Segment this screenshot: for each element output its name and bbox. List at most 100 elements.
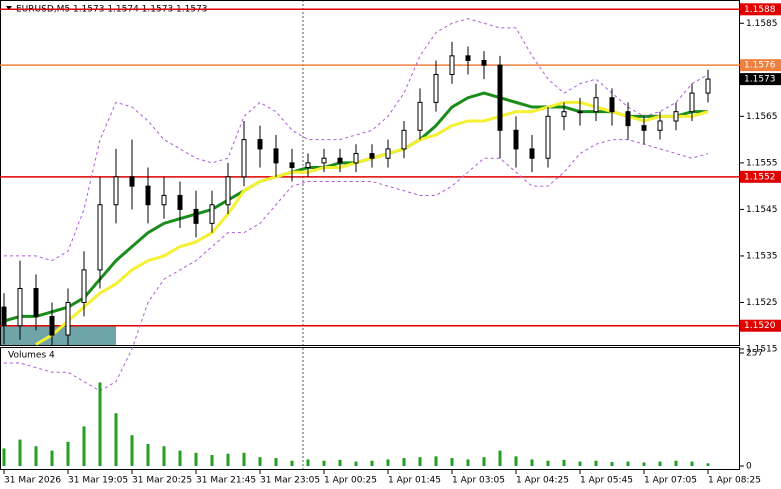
x-tick-label: 31 Mar 20:25 xyxy=(132,476,192,486)
volume-bar xyxy=(306,459,310,466)
y-tick-label: 1.1585 xyxy=(746,19,778,29)
y-tick-label: 1.1555 xyxy=(746,158,778,168)
candle-body xyxy=(17,288,23,327)
volume-bar xyxy=(354,461,358,466)
x-tick-label: 1 Apr 03:05 xyxy=(452,476,505,486)
volume-bar xyxy=(386,459,390,466)
level-label-box xyxy=(740,170,781,183)
volume-bar xyxy=(674,460,678,466)
volume-bar xyxy=(658,461,662,466)
x-tick-label: 1 Apr 07:05 xyxy=(644,476,697,486)
candle-body xyxy=(561,111,567,117)
volume-bar xyxy=(114,413,118,466)
x-tick-label: 1 Apr 05:45 xyxy=(580,476,633,486)
candle-body xyxy=(1,306,7,327)
volume-panel xyxy=(0,347,740,470)
level-label-box xyxy=(740,3,781,16)
candle-body xyxy=(529,148,535,159)
volume-bar xyxy=(162,446,166,466)
volume-bar xyxy=(274,458,278,466)
volume-bar xyxy=(2,448,6,466)
volume-bar xyxy=(546,460,550,466)
candle-body xyxy=(321,157,327,164)
volume-bar xyxy=(610,462,614,466)
volume-bar xyxy=(50,450,54,466)
y-tick-label: 1.1565 xyxy=(746,112,778,122)
volume-bar xyxy=(18,439,22,466)
volume-bar xyxy=(194,452,198,466)
volume-bar xyxy=(290,460,294,466)
price-panel xyxy=(0,0,740,346)
candle-body xyxy=(193,208,199,224)
volume-bar xyxy=(434,456,438,466)
volume-bar xyxy=(66,441,70,466)
y-tick-label: 1.1545 xyxy=(746,205,778,215)
candle-body xyxy=(305,162,311,169)
candle-body xyxy=(113,176,119,206)
volume-bar xyxy=(450,458,454,466)
candle-body xyxy=(257,139,263,150)
x-tick-label: 1 Apr 04:25 xyxy=(516,476,569,486)
x-tick-label: 1 Apr 08:25 xyxy=(708,476,761,486)
volume-title: Volumes 4 xyxy=(8,351,55,361)
candle-body xyxy=(401,129,407,150)
indicator-line xyxy=(4,18,709,262)
candle-body xyxy=(577,111,583,114)
volume-tick-label: 257 xyxy=(746,349,763,359)
candle-body xyxy=(417,101,423,131)
volume-bar xyxy=(642,462,646,466)
y-tick-label: 1.1535 xyxy=(746,251,778,261)
candle-body xyxy=(225,176,231,206)
volume-bar xyxy=(402,458,406,466)
candle-body xyxy=(33,288,39,317)
volume-bar xyxy=(322,460,326,466)
zone xyxy=(1,325,116,345)
x-tick-label: 31 Mar 19:05 xyxy=(68,476,128,486)
volume-bar xyxy=(370,460,374,466)
volume-bar xyxy=(82,426,86,466)
x-tick-label: 31 Mar 21:45 xyxy=(196,476,256,486)
volume-bar xyxy=(514,456,518,466)
x-tick-label: 31 Mar 2026 xyxy=(4,476,61,486)
candle-body xyxy=(353,153,359,164)
candle-body xyxy=(609,97,615,113)
volume-bar xyxy=(482,457,486,466)
candle-body xyxy=(337,157,343,164)
y-tick-label: 1.1525 xyxy=(746,298,778,308)
candle-body xyxy=(289,162,295,169)
volume-bar xyxy=(242,452,246,466)
x-tick-label: 1 Apr 00:25 xyxy=(324,476,377,486)
candle-body xyxy=(209,204,215,224)
candle-body xyxy=(145,185,151,206)
volume-bar xyxy=(34,446,38,466)
candle-body xyxy=(545,115,551,159)
volume-bar xyxy=(594,460,598,466)
volume-bar xyxy=(466,459,470,466)
level-label: 1.1552 xyxy=(744,172,776,182)
volume-tick-label: 0 xyxy=(746,462,752,472)
candle-body xyxy=(689,92,695,113)
candle-body xyxy=(81,269,87,303)
candle-body xyxy=(513,129,519,150)
level-label-box xyxy=(740,319,781,332)
y-tick-label: 1.1515 xyxy=(746,345,778,355)
candle-body xyxy=(657,120,663,131)
volume-bar xyxy=(690,461,694,466)
level-label: 1.1520 xyxy=(744,321,776,331)
candle-body xyxy=(705,78,711,94)
volume-bar xyxy=(530,459,534,466)
volume-bar xyxy=(178,450,182,466)
candle-body xyxy=(449,55,455,75)
candle-body xyxy=(49,315,55,336)
candle-body xyxy=(465,55,471,61)
candle-body xyxy=(641,125,647,131)
candle-body xyxy=(369,153,375,159)
candle-body xyxy=(97,204,103,271)
candle-body xyxy=(497,64,503,131)
candle-body xyxy=(241,139,247,178)
volume-bar xyxy=(258,457,262,466)
candle-body xyxy=(625,111,631,127)
candle-body xyxy=(481,59,487,66)
